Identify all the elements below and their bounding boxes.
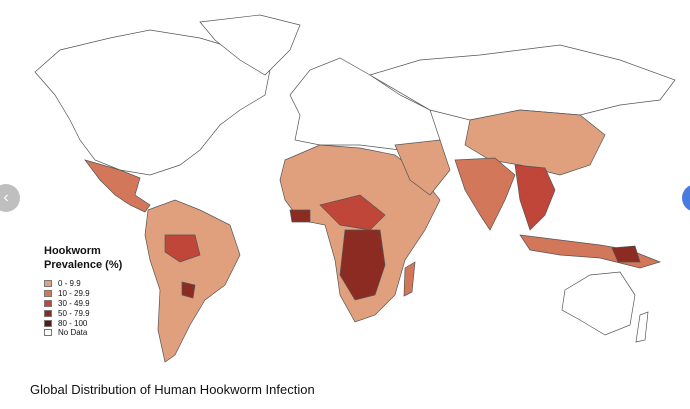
legend-swatch (44, 290, 52, 298)
legend-swatch (44, 280, 52, 288)
bolivia-region (181, 281, 196, 299)
central-america (84, 159, 151, 213)
legend-label: 50 - 79.9 (58, 308, 90, 318)
previous-button[interactable]: ‹ (0, 184, 20, 212)
south-central-africa (339, 229, 386, 301)
legend-label: 10 - 29.9 (58, 289, 90, 299)
legend-title: Hookworm Prevalence (%) (44, 244, 122, 272)
legend-label: 0 - 9.9 (58, 279, 81, 289)
southeast-asia (514, 164, 556, 231)
west-africa (289, 209, 311, 223)
legend-title-line: Prevalence (%) (44, 259, 123, 271)
legend-item: 30 - 49.9 (44, 299, 90, 309)
legend-label: 30 - 49.9 (58, 298, 90, 308)
china (464, 109, 606, 176)
middle-east (394, 139, 451, 196)
legend-item: 80 - 100 (44, 318, 90, 328)
legend-item: No Data (44, 328, 90, 338)
legend-title-line: Hookworm (44, 245, 101, 257)
brazil-region (164, 234, 201, 263)
legend-label: No Data (58, 328, 88, 338)
madagascar (403, 261, 416, 297)
legend-item: 50 - 79.9 (44, 308, 90, 318)
legend-swatch (44, 319, 52, 327)
new-zealand (635, 311, 649, 343)
australia (561, 271, 636, 336)
legend-swatch (44, 309, 52, 317)
north-america (34, 29, 271, 176)
central-africa (319, 194, 386, 231)
legend-swatch (44, 299, 52, 307)
greenland (199, 14, 301, 76)
next-button[interactable] (682, 184, 690, 212)
south-america (144, 199, 241, 363)
legend-swatch (44, 329, 52, 337)
legend-item: 10 - 29.9 (44, 289, 90, 299)
legend: 0 - 9.9 10 - 29.9 30 - 49.9 50 - 79.9 80 - 1… (44, 279, 90, 338)
new-guinea (611, 245, 641, 263)
legend-label: 80 - 100 (58, 318, 88, 328)
legend-item: 0 - 9.9 (44, 279, 90, 289)
caption: Global Distribution of Human Hookworm In… (30, 382, 315, 397)
indonesia (519, 234, 662, 269)
india (454, 157, 516, 231)
